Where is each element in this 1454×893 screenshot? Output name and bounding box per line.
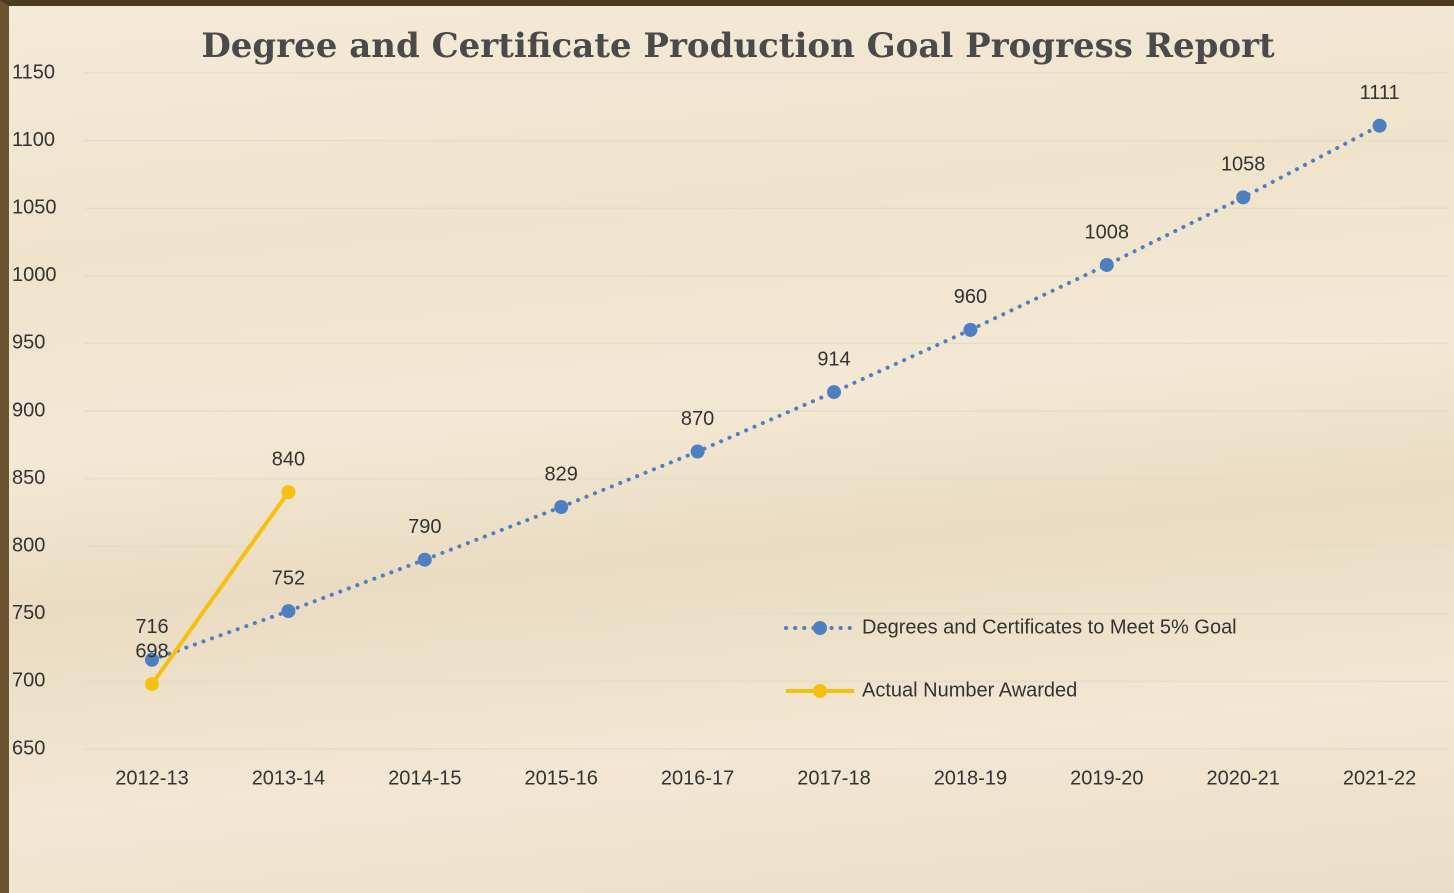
- data-label: 1111: [1360, 82, 1400, 104]
- y-tick-label: 700: [12, 670, 45, 692]
- data-label: 870: [681, 408, 714, 430]
- series-line: [150, 490, 291, 686]
- data-point: [827, 385, 841, 400]
- y-tick-label: 950: [12, 332, 45, 354]
- data-label: 698: [135, 640, 168, 662]
- data-label: 829: [545, 463, 578, 485]
- x-tick-label: 2019-20: [1070, 767, 1143, 789]
- x-tick-label: 2018-19: [934, 767, 1007, 789]
- x-tick-label: 2013-14: [252, 767, 325, 789]
- data-label: 840: [272, 448, 305, 470]
- data-point: [281, 604, 296, 619]
- legend-marker: [813, 621, 827, 635]
- y-tick-label: 1100: [12, 129, 55, 151]
- y-tick-label: 750: [12, 602, 45, 624]
- data-label: 752: [272, 567, 305, 589]
- y-tick-label: 1050: [12, 196, 57, 218]
- chart-title: Degree and Certificate Production Goal P…: [201, 26, 1275, 66]
- data-point: [1236, 190, 1251, 205]
- data-label: 1008: [1085, 221, 1130, 243]
- data-point: [690, 444, 705, 459]
- data-point: [963, 322, 978, 337]
- legend-label: Degrees and Certificates to Meet 5% Goal: [862, 616, 1237, 638]
- y-tick-label: 650: [12, 737, 45, 759]
- data-label: 716: [135, 616, 168, 638]
- y-tick-label: 800: [12, 534, 45, 556]
- x-tick-label: 2016-17: [661, 767, 734, 789]
- x-tick-label: 2020-21: [1206, 767, 1279, 789]
- series-line: [150, 123, 1382, 662]
- data-label: 1058: [1221, 154, 1266, 176]
- legend-marker: [813, 684, 827, 698]
- x-tick-label: 2015-16: [524, 767, 597, 789]
- data-point: [554, 499, 569, 514]
- x-tick-label: 2017-18: [797, 767, 870, 789]
- data-point: [281, 485, 296, 500]
- y-tick-label: 900: [12, 399, 45, 421]
- data-point: [1099, 257, 1114, 272]
- data-point: [145, 677, 159, 692]
- x-tick-label: 2014-15: [388, 767, 461, 789]
- data-point: [145, 652, 159, 667]
- y-tick-label: 850: [12, 467, 45, 489]
- data-point: [417, 552, 432, 567]
- data-point: [1372, 118, 1387, 133]
- legend-label: Actual Number Awarded: [862, 679, 1077, 701]
- y-tick-label: 1150: [12, 61, 55, 83]
- y-tick-label: 1000: [12, 264, 57, 286]
- data-label: 790: [408, 516, 441, 538]
- data-label: 960: [954, 286, 987, 308]
- data-label: 914: [817, 348, 850, 370]
- x-tick-label: 2021-22: [1343, 767, 1416, 789]
- x-tick-label: 2012-13: [115, 767, 188, 789]
